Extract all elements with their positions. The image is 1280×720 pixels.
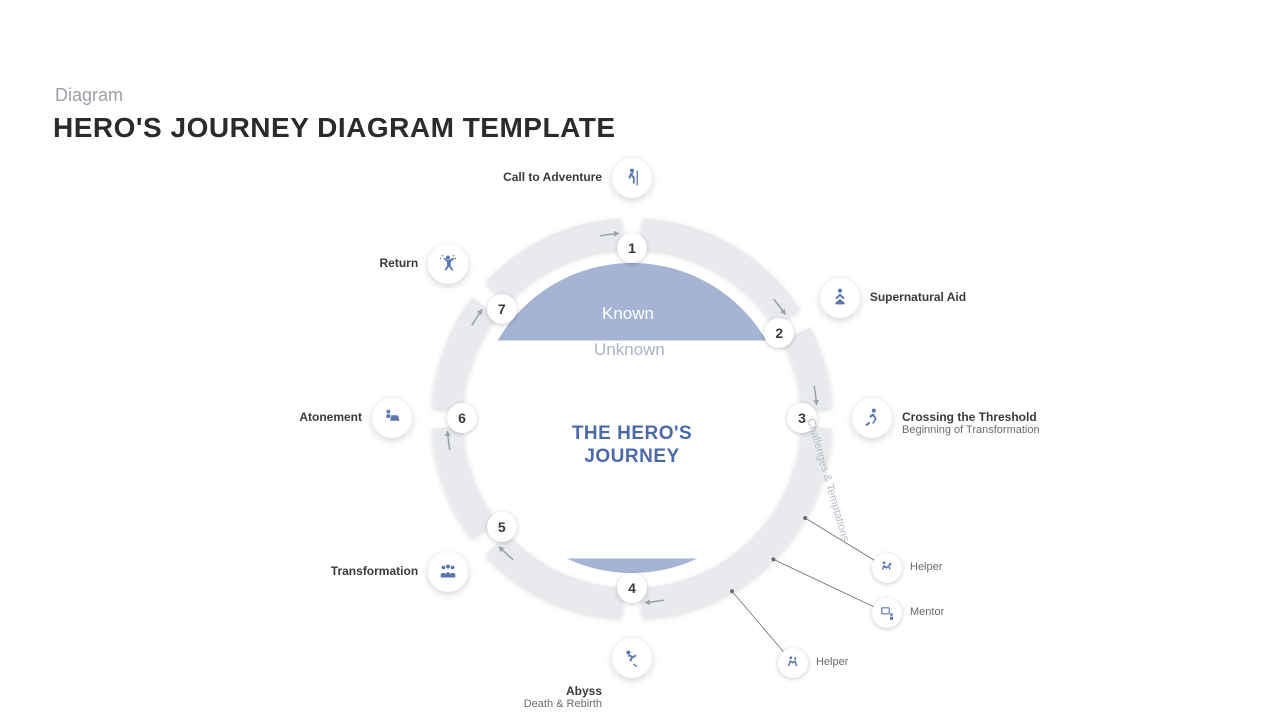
stage-label-2: Supernatural Aid <box>870 290 966 304</box>
page: Diagram HERO'S JOURNEY DIAGRAM TEMPLATE … <box>0 0 1280 720</box>
stage-number-6: 6 <box>447 403 477 433</box>
known-label: Known <box>602 304 654 324</box>
stage-label-4: Abyss <box>566 684 602 698</box>
connector-label-2: Helper <box>816 656 848 668</box>
stage-number-1: 1 <box>617 233 647 263</box>
unknown-label: Unknown <box>594 340 665 360</box>
stage-icon-4 <box>612 638 652 678</box>
stage-label-6: Atonement <box>299 410 362 424</box>
stage-label-7: Return <box>379 256 418 270</box>
stage-sublabel-4: Death & Rebirth <box>524 698 602 710</box>
connector-icon-2 <box>778 648 808 678</box>
stage-icon-2 <box>820 278 860 318</box>
stage-icon-1 <box>612 158 652 198</box>
stage-label-1: Call to Adventure <box>503 170 602 184</box>
center-title-2: JOURNEY <box>532 446 732 468</box>
stage-number-7: 7 <box>487 294 517 324</box>
connector-label-1: Mentor <box>910 606 944 618</box>
connector-icon-1 <box>872 598 902 628</box>
stage-label-3: Crossing the Threshold <box>902 410 1037 424</box>
ring-svg <box>0 0 1280 720</box>
stage-label-5: Transformation <box>331 564 418 578</box>
stage-icon-7 <box>428 244 468 284</box>
heros-journey-diagram: 1Call to Adventure2Supernatural Aid3Cros… <box>0 0 1280 720</box>
connector-icon-0 <box>872 553 902 583</box>
stage-icon-3 <box>852 398 892 438</box>
stage-sublabel-3: Beginning of Transformation <box>902 424 1040 436</box>
stage-icon-6 <box>372 398 412 438</box>
stage-number-5: 5 <box>487 512 517 542</box>
center-title-1: THE HERO'S <box>532 423 732 445</box>
connector-label-0: Helper <box>910 561 942 573</box>
stage-number-4: 4 <box>617 573 647 603</box>
